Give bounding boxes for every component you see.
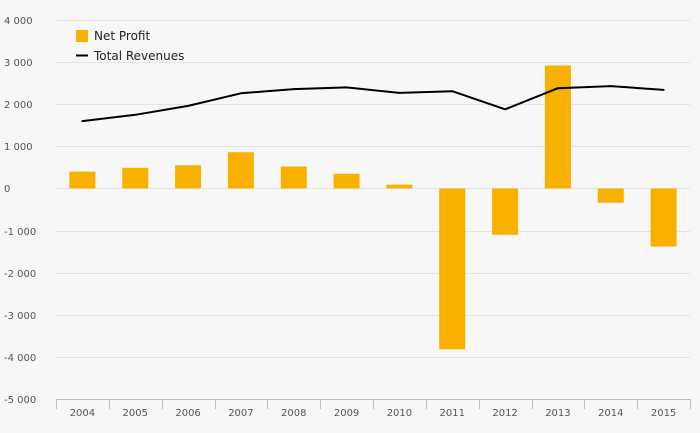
- bar-net-profit-2005: [122, 167, 149, 189]
- x-tick-label-2011: 2011: [440, 408, 465, 419]
- x-tick-label-2006: 2006: [175, 408, 200, 419]
- x-tick-label-2013: 2013: [545, 408, 570, 419]
- legend-net-profit-swatch: [76, 30, 88, 42]
- net-profit-bars: [69, 65, 677, 350]
- bar-net-profit-2008: [280, 166, 307, 189]
- bar-net-profit-2014: [597, 188, 624, 203]
- y-tick-label-9: -5 000: [4, 395, 36, 406]
- x-tick-label-2004: 2004: [70, 408, 95, 419]
- x-tick-label-2012: 2012: [492, 408, 517, 419]
- total-revenues-line-group: [81, 85, 665, 123]
- legend-total-revenues-label: Total Revenues: [93, 49, 184, 63]
- y-tick-label-7: -3 000: [4, 311, 36, 322]
- y-tick-label-8: -4 000: [4, 353, 36, 364]
- total-revenues-line: [81, 85, 665, 123]
- x-tick-label-2008: 2008: [281, 408, 306, 419]
- bar-net-profit-2011: [439, 188, 466, 350]
- legend-net-profit-label: Net Profit: [94, 29, 150, 43]
- bar-net-profit-2009: [333, 173, 360, 189]
- y-tick-label-5: -1 000: [4, 227, 36, 238]
- bar-net-profit-2006: [175, 165, 202, 189]
- x-tick-label-2005: 2005: [123, 408, 148, 419]
- x-axis: 2004 2005 2006 2007 2008 2009 2010 2011 2012 2013…: [56, 399, 691, 419]
- y-tick-label-2: 2 000: [4, 100, 33, 111]
- bar-net-profit-2013: [544, 65, 571, 189]
- x-tick-label-2010: 2010: [387, 408, 412, 419]
- bar-net-profit-2004: [69, 171, 96, 189]
- x-tick-label-2014: 2014: [598, 408, 623, 419]
- y-axis-ticks: 4 000 3 000 2 000 1 000 0 -1 000 -2 000 -3 000 -…: [4, 16, 36, 406]
- y-tick-label-4: 0: [4, 184, 10, 195]
- bar-net-profit-2007: [227, 152, 254, 189]
- y-tick-label-3: 1 000: [4, 142, 33, 153]
- bar-net-profit-2010: [386, 184, 413, 189]
- x-tick-label-2009: 2009: [334, 408, 359, 419]
- y-tick-label-1: 3 000: [4, 58, 33, 69]
- y-tick-label-6: -2 000: [4, 269, 36, 280]
- x-tick-label-2007: 2007: [228, 408, 253, 419]
- grid-lines: [56, 20, 690, 358]
- x-tick-label-2015: 2015: [651, 408, 676, 419]
- y-tick-label-0: 4 000: [4, 16, 33, 27]
- legend: Net Profit Total Revenues: [76, 29, 184, 63]
- bar-net-profit-2015: [650, 188, 677, 247]
- bar-net-profit-2012: [492, 188, 519, 235]
